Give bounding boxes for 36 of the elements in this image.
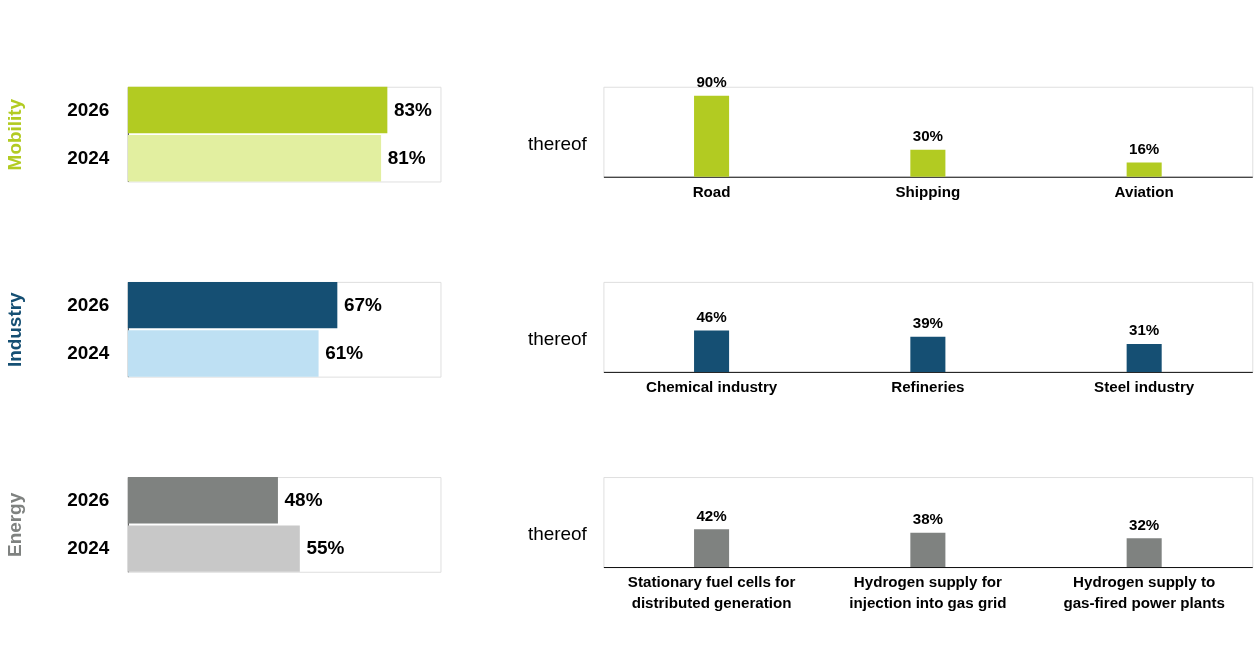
- x-tick-label: Hydrogen supply for injection into gas grid: [849, 573, 1007, 612]
- y-tick-label: 2026: [67, 293, 110, 315]
- y-axis-title: Industry: [3, 291, 25, 368]
- data-label: 48%: [284, 488, 323, 510]
- x-tick-label: Stationary fuel cells for distributed generation: [627, 573, 796, 612]
- x-tick-label: Road: [692, 183, 731, 201]
- x-tick-label: Steel industry: [1094, 378, 1195, 396]
- x-tick-label: Chemical industry: [645, 378, 778, 396]
- y-tick-label: 2024: [67, 537, 110, 559]
- x-tick-label: Refineries: [891, 378, 965, 396]
- text: thereof: [527, 132, 588, 154]
- x-tick-label: Aviation: [1114, 183, 1174, 201]
- y-tick-label: 2026: [67, 98, 110, 120]
- data-label: 42%: [696, 506, 728, 524]
- x-tick-label: Hydrogen supply to gas-fired power plants: [1063, 573, 1225, 612]
- y-tick-label: 2026: [67, 488, 110, 510]
- y-axis-title: Mobility: [3, 98, 25, 171]
- y-tick-label: 2024: [67, 342, 110, 364]
- text: thereof: [527, 327, 588, 349]
- data-label: 90%: [696, 73, 728, 91]
- data-label: 31%: [1129, 321, 1160, 339]
- data-label: 81%: [387, 147, 426, 168]
- text: thereof: [527, 523, 588, 545]
- data-label: 30%: [912, 127, 944, 145]
- data-label: 38%: [912, 510, 944, 528]
- y-tick-label: 2024: [67, 147, 110, 168]
- data-label: 39%: [912, 314, 944, 332]
- data-label: 67%: [343, 293, 383, 315]
- data-label: 16%: [1129, 139, 1160, 157]
- data-label: 32%: [1129, 515, 1160, 533]
- x-tick-label: Shipping: [895, 183, 961, 201]
- data-label: 83%: [393, 98, 433, 120]
- data-label: 55%: [306, 537, 345, 559]
- data-label: 46%: [696, 307, 728, 325]
- y-axis-title: Energy: [3, 492, 25, 558]
- data-label: 61%: [325, 342, 364, 364]
